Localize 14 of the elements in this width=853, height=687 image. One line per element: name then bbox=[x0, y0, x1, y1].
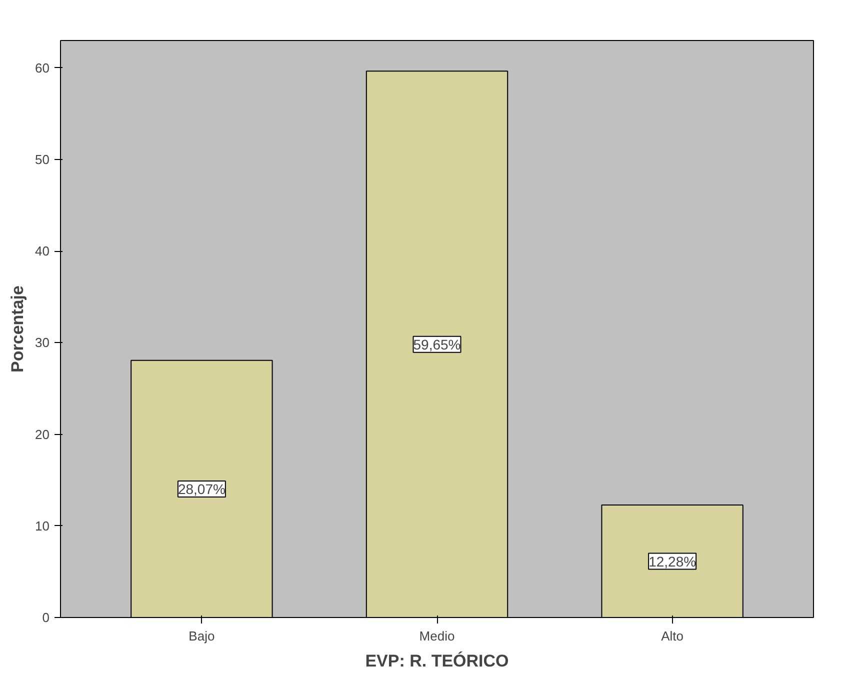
x-tick-label: Bajo bbox=[188, 628, 215, 644]
data-label: 28,07% bbox=[178, 480, 226, 497]
x-axis-title: EVP: R. TEÓRICO bbox=[365, 650, 509, 670]
y-tick-label: 20 bbox=[35, 426, 50, 442]
y-tick-label: 10 bbox=[35, 518, 50, 534]
y-tick-label: 50 bbox=[35, 152, 50, 168]
y-axis-title: Porcentaje bbox=[8, 286, 28, 372]
y-tick-label: 0 bbox=[42, 610, 50, 625]
y-tick-label: 30 bbox=[35, 335, 50, 350]
x-tick-label: Alto bbox=[661, 628, 684, 644]
y-tick-label: 60 bbox=[35, 60, 50, 76]
data-label: 12,28% bbox=[648, 553, 696, 570]
x-tick-label: Medio bbox=[419, 628, 455, 644]
y-tick-label: 40 bbox=[35, 244, 50, 259]
